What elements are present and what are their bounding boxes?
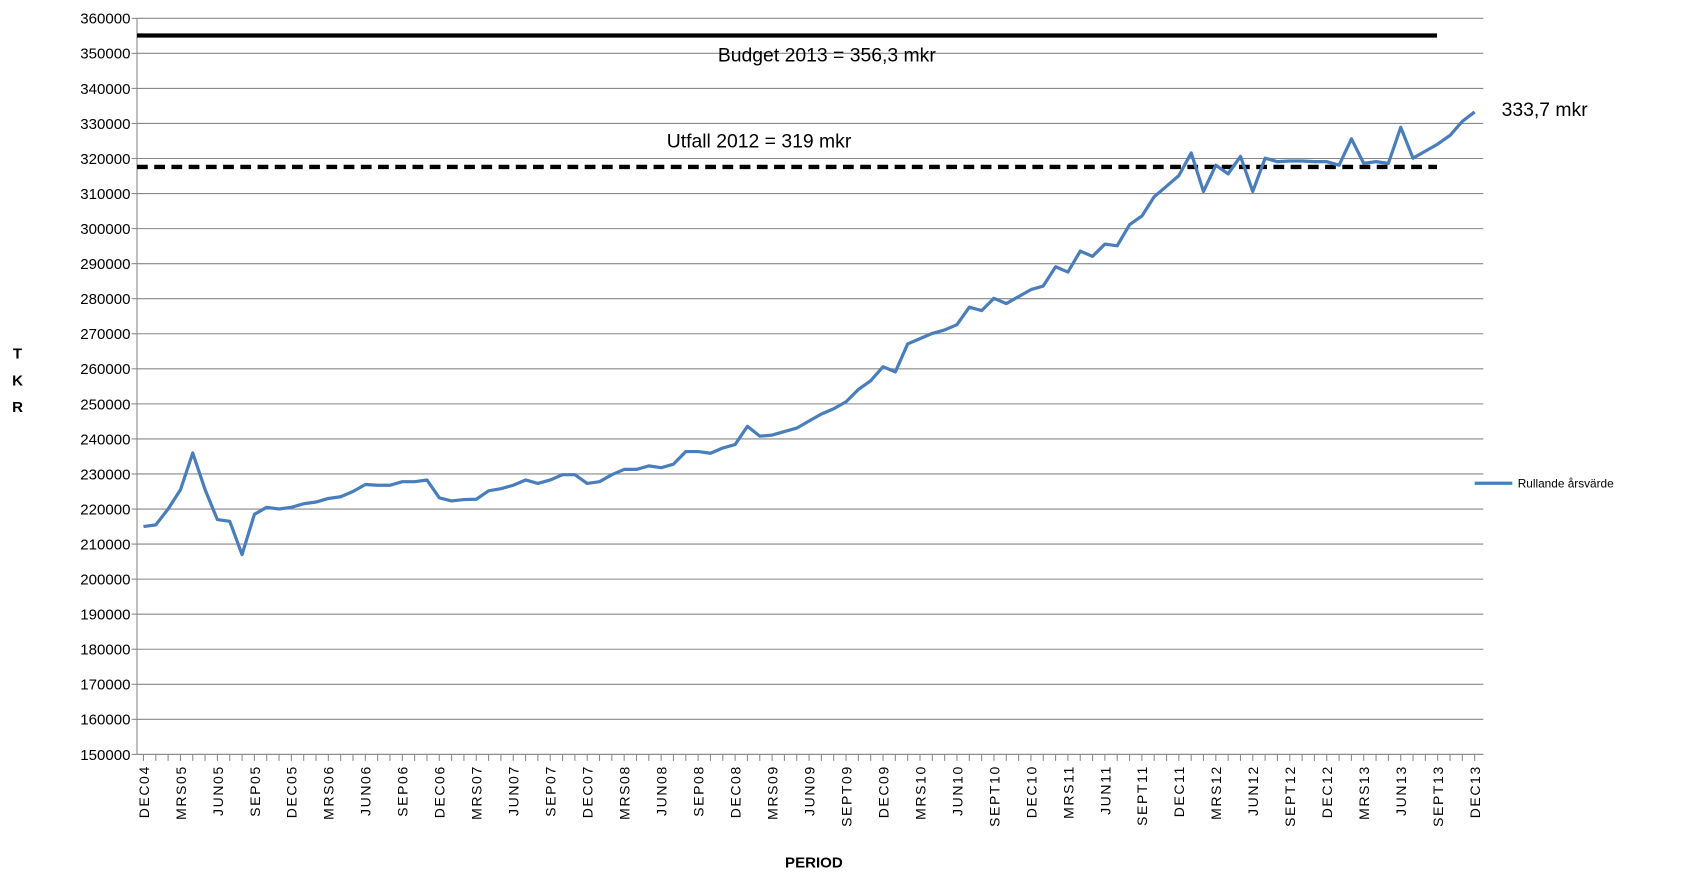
y-tick-label: 340000: [80, 81, 130, 98]
y-tick-label: 200000: [80, 572, 130, 589]
x-tick-label: DEC13: [1467, 765, 1483, 818]
x-tick-label: MRS09: [764, 765, 780, 820]
data-line: [143, 110, 1476, 557]
x-tick-label: MRS11: [1060, 765, 1076, 819]
x-tick-label: DEC04: [136, 765, 152, 818]
x-tick-label: SEP05: [247, 765, 263, 817]
x-tick-label: DEC08: [727, 765, 743, 818]
x-tick-label: JUN11: [1097, 765, 1113, 815]
x-tick-label: DEC09: [875, 765, 891, 818]
y-tick-label: 310000: [80, 186, 130, 203]
x-tick-label: DEC10: [1023, 765, 1039, 818]
x-tick-label: JUN10: [949, 765, 965, 816]
y-tick-label: 190000: [80, 607, 130, 624]
y-tick-label: 180000: [80, 642, 130, 659]
y-tick-label: 330000: [80, 116, 130, 133]
x-tick-label: SEP07: [543, 765, 559, 817]
x-tick-label: JUN06: [358, 765, 374, 816]
y-tick-label: 270000: [80, 326, 130, 343]
x-tick-label: DEC12: [1319, 765, 1335, 818]
y-tick-label: 250000: [80, 396, 130, 413]
x-tick-label: MRS05: [173, 765, 189, 820]
y-tick-label: 320000: [80, 151, 130, 168]
y-tick-label: 280000: [80, 291, 130, 308]
x-tick-label: SEPT12: [1282, 765, 1298, 827]
annotation: 333,7 mkr: [1502, 99, 1589, 121]
y-tick-label: 150000: [80, 747, 130, 764]
x-tick-label: JUN08: [654, 765, 670, 816]
x-tick-label: SEPT11: [1134, 765, 1150, 826]
x-tick-label: DEC11: [1171, 765, 1187, 817]
x-tick-label: MRS08: [617, 765, 633, 820]
legend-label: Rullande årsvärde: [1518, 477, 1614, 491]
y-tick-label: 230000: [80, 466, 130, 483]
x-tick-label: SEPT10: [986, 765, 1002, 827]
x-tick-label: DEC07: [580, 765, 596, 818]
reference-label: Budget 2013 = 356,3 mkr: [718, 44, 936, 66]
x-tick-label: JUN09: [801, 765, 817, 816]
y-tick-label: 260000: [80, 361, 130, 378]
reference-label: Utfall 2012 = 319 mkr: [667, 131, 852, 153]
x-tick-label: SEPT13: [1430, 765, 1446, 827]
y-tick-label: 240000: [80, 431, 130, 448]
x-tick-label: SEP06: [395, 765, 411, 817]
y-tick-label: 300000: [80, 221, 130, 238]
x-tick-label: SEPT09: [838, 765, 854, 827]
y-tick-label: 220000: [80, 501, 130, 518]
x-tick-label: MRS06: [321, 765, 337, 820]
x-axis-title: PERIOD: [785, 854, 843, 871]
x-tick-label: MRS10: [912, 765, 928, 820]
x-tick-label: JUN05: [210, 765, 226, 816]
y-tick-label: 350000: [80, 46, 130, 63]
x-tick-label: DEC06: [432, 765, 448, 818]
x-tick-label: MRS12: [1208, 765, 1224, 820]
y-tick-label: 290000: [80, 256, 130, 273]
x-tick-label: JUN07: [506, 765, 522, 816]
x-tick-label: MRS13: [1356, 765, 1372, 820]
y-tick-label: 170000: [80, 677, 130, 694]
x-tick-label: DEC05: [284, 765, 300, 818]
x-tick-label: MRS07: [469, 765, 485, 820]
x-tick-label: JUN13: [1393, 765, 1409, 816]
x-tick-label: SEP08: [691, 765, 707, 817]
y-tick-label: 210000: [80, 536, 130, 553]
y-tick-label: 360000: [80, 11, 130, 28]
y-tick-label: 160000: [80, 712, 130, 729]
x-tick-label: JUN12: [1245, 765, 1261, 816]
